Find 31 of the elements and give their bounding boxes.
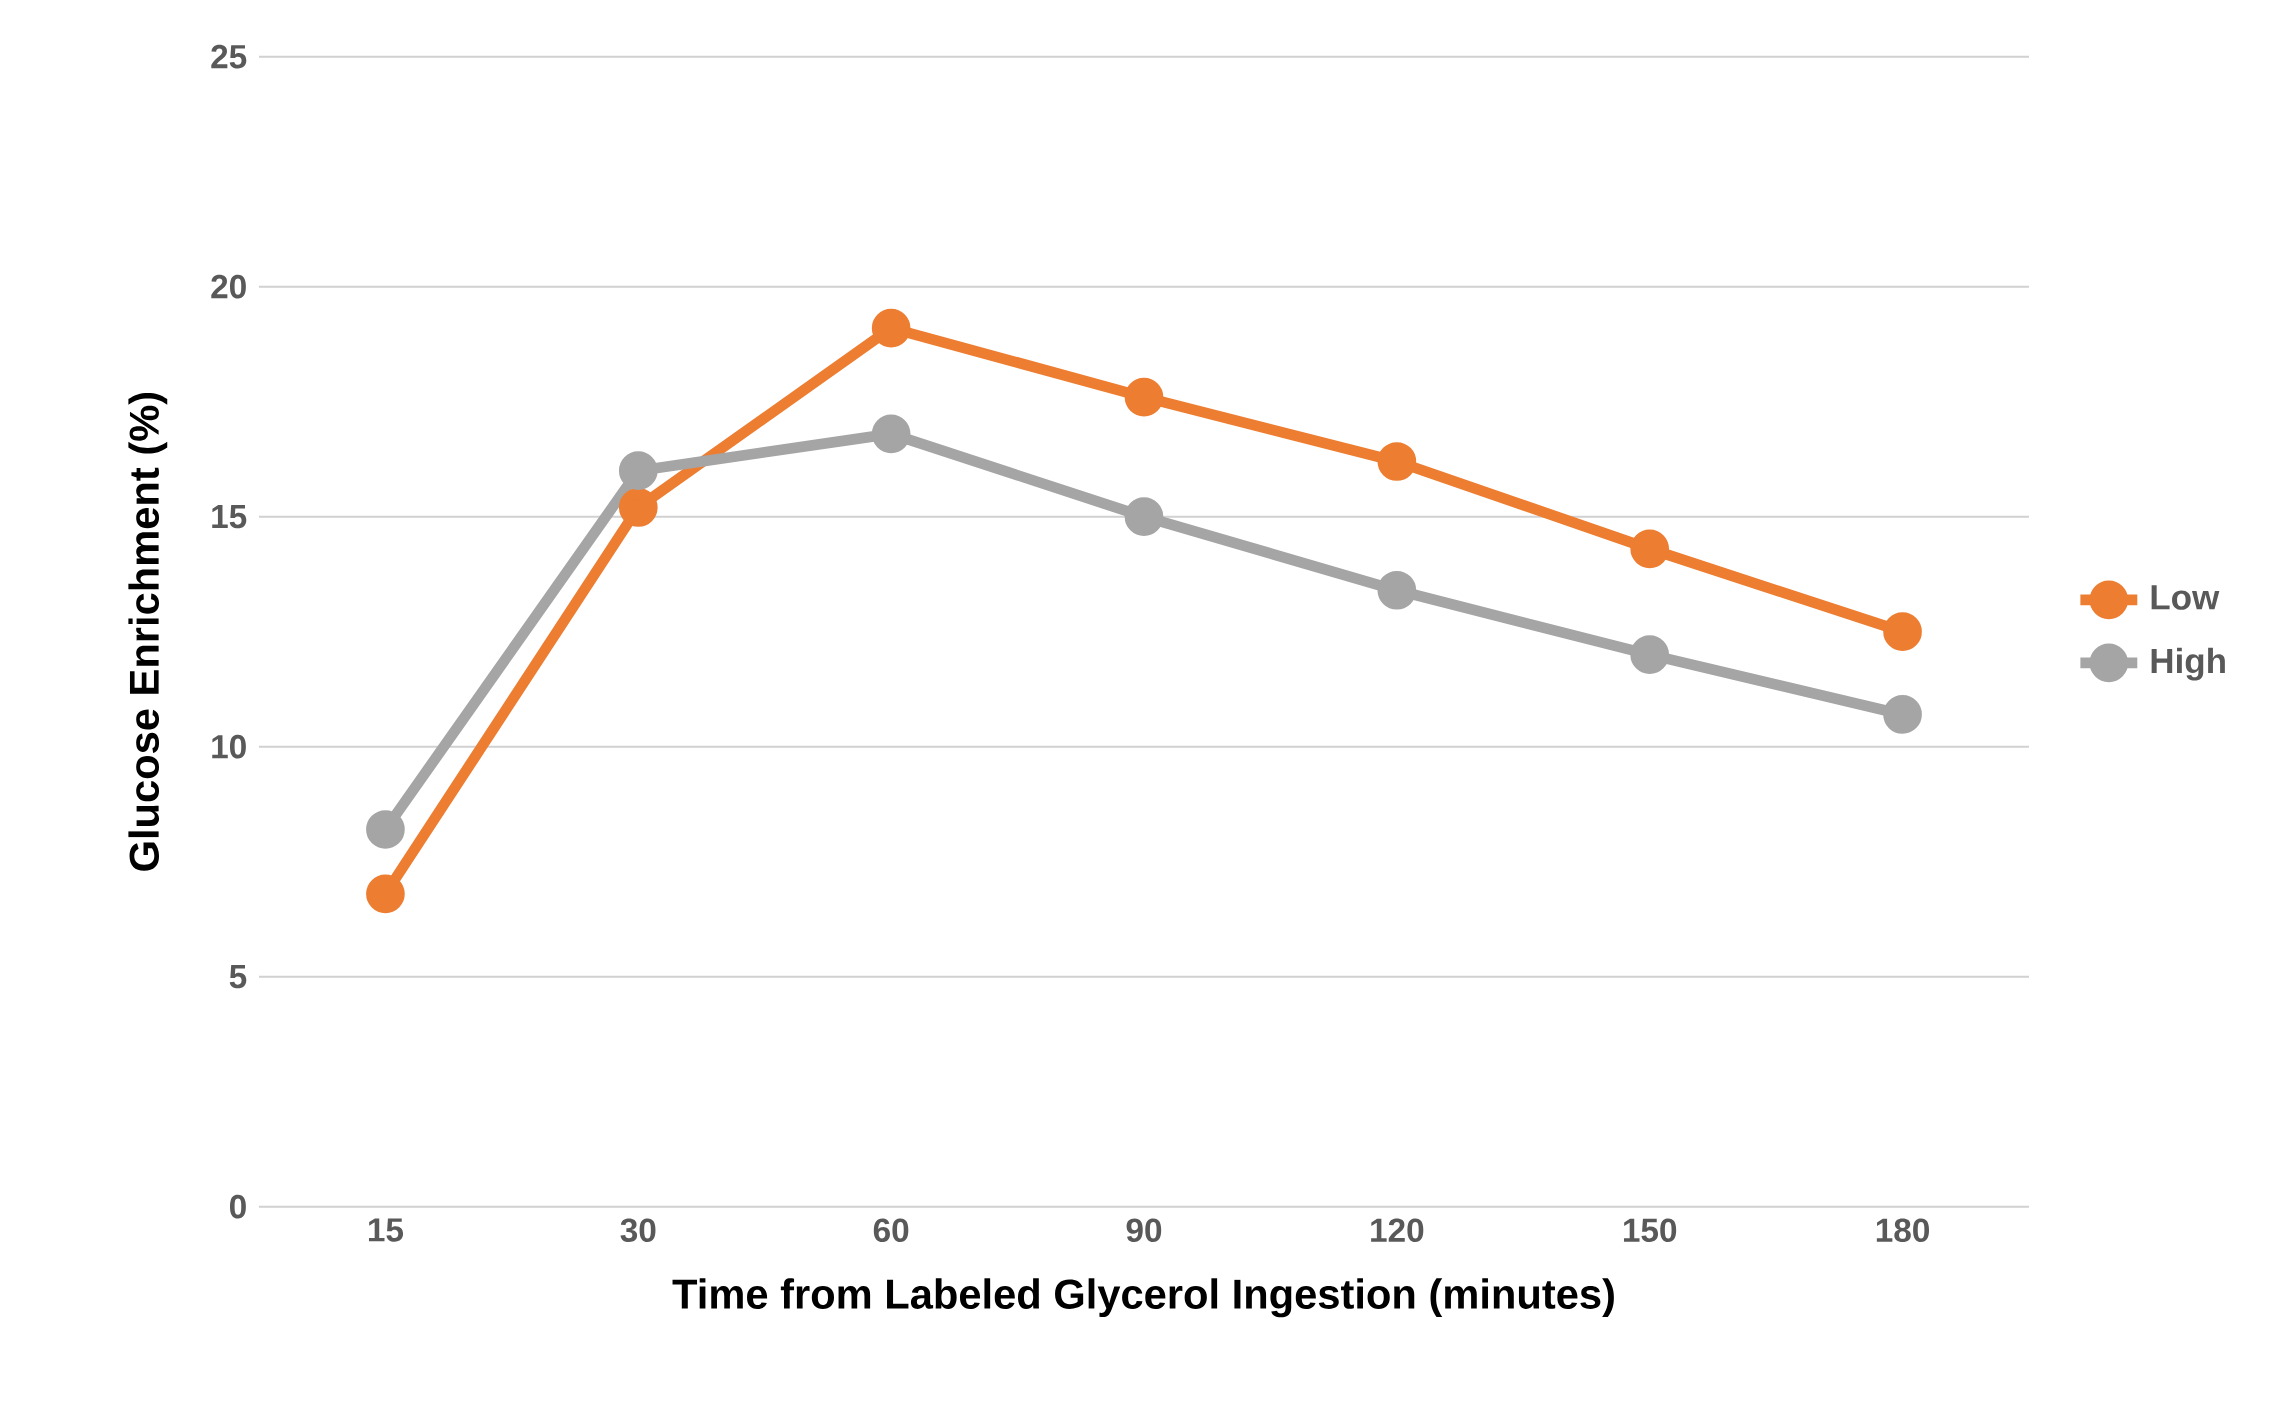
point [871,414,911,454]
point [1883,695,1922,734]
y-tick-label: 0 [229,1194,246,1219]
y-tick-label: 20 [211,274,246,299]
x-tick-label: 60 [873,1218,909,1243]
x-tick-label: 90 [1126,1218,1162,1243]
point [366,874,405,914]
point [1630,529,1670,569]
point [1883,612,1922,651]
x-tick-label: 30 [620,1218,656,1243]
point [1377,570,1417,610]
x-tick-label: 150 [1623,1218,1677,1243]
point [1124,377,1164,417]
y-axis-title: Glucose Enrichment (%) [128,392,168,871]
x-tick-label: 120 [1371,1218,1424,1243]
legend-label: Low [2151,585,2220,610]
point [871,308,911,348]
y-tick-label: 10 [212,734,246,759]
y-tick-label: 25 [211,44,247,69]
x-tick-label: 15 [368,1218,404,1242]
x-tick-label: 180 [1876,1218,1930,1243]
point [366,810,405,849]
y-tick-label: 5 [229,965,247,989]
point [618,488,658,527]
y-tick-label: 15 [212,505,247,529]
x-axis-title: Time from Labeled Glycerol Ingestion (minutes) [672,1278,1614,1318]
point [618,451,658,490]
point [1377,442,1417,481]
legend-label: High [2151,647,2225,681]
point [1124,497,1164,536]
point [1630,635,1670,674]
